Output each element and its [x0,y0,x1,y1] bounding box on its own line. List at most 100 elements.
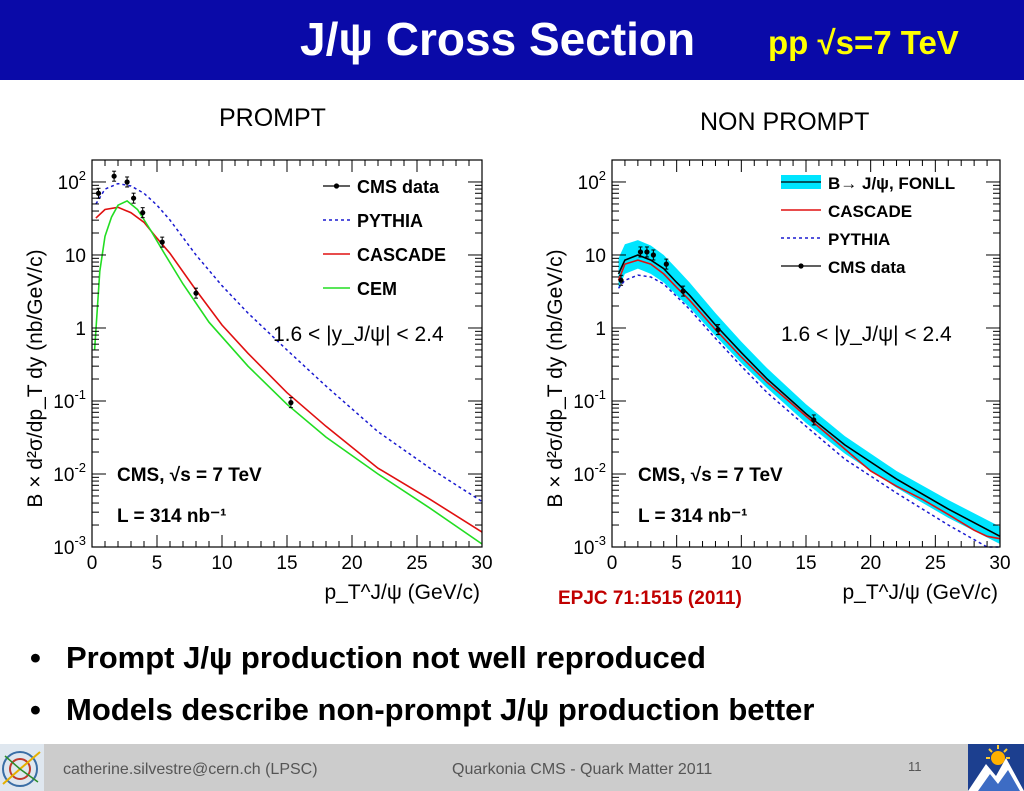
x-tick-label: 15 [276,553,297,574]
y-tick-exponent: -3 [74,533,86,548]
prompt-panel-title: PROMPT [219,104,326,132]
data-point [811,414,817,426]
y-tick-label: 102 [58,168,86,194]
legend-item: B→ J/ψ, FONLL [781,174,955,193]
legend-label: PYTHIA [357,211,423,231]
slide-title: J/ψ Cross Section [300,13,696,65]
energy-label: pp √s=7 TeV [768,24,959,61]
footer-conference: Quarkonia CMS - Quark Matter 2011 [452,761,713,778]
data-marker [288,400,294,406]
x-tick-label: 5 [152,553,163,574]
legend-label: CASCADE [828,202,912,221]
legend-item: CEM [323,279,397,299]
luminosity-label: L = 314 nb⁻¹ [638,506,747,527]
data-point [111,170,117,182]
data-point [637,246,644,258]
legend-item: CMS data [781,258,906,277]
legend: CMS data PYTHIA CASCADE CEM [323,177,446,299]
data-point [644,246,650,258]
nonprompt-panel-title: NON PROMPT [700,108,870,136]
y-tick-label: 1 [75,319,86,340]
legend-item: CASCADE [323,245,446,265]
fonll-central-curve [617,254,1001,538]
data-marker [124,179,130,185]
cascade-curve [617,259,1001,540]
data-point [193,287,199,299]
legend-label: CMS data [828,258,906,277]
y-axis-title: B × d²σ/dp_T dy (nb/GeV/c) [24,249,47,507]
bullet-dot-icon: • [30,692,41,727]
y-tick-label: 10-2 [53,460,86,486]
data-marker [131,195,137,201]
y-axis-title: B × d²σ/dp_T dy (nb/GeV/c) [544,249,567,507]
y-tick-label: 10 [585,246,606,267]
data-marker [111,173,117,179]
x-tick-label: 30 [989,553,1010,574]
data-point [288,397,294,409]
bullet-item: • Models describe non-prompt J/ψ producti… [30,692,814,744]
footer: catherine.silvestre@cern.ch (LPSC) Quark… [0,744,1024,791]
legend-item: PYTHIA [781,230,890,249]
x-tick-label: 20 [341,553,362,574]
fonll-band [618,240,1000,544]
x-tick-label: 15 [795,553,816,574]
x-tick-label: 25 [925,553,946,574]
x-tick-label: 30 [471,553,492,574]
luminosity-label: L = 314 nb⁻¹ [117,506,226,527]
experiment-label: CMS, √s = 7 TeV [638,465,783,486]
quark-matter-logo-icon [968,744,1024,791]
data-point [159,236,165,248]
legend-marker [333,183,340,189]
legend-label: B→ J/ψ, FONLL [828,174,955,193]
plot-frame [91,159,483,548]
y-tick-exponent: -2 [594,460,606,475]
data-point [650,249,656,261]
footer-email: catherine.silvestre@cern.ch (LPSC) [63,761,318,778]
data-marker [193,290,199,296]
data-marker [637,249,644,255]
data-point [680,285,686,297]
legend-label: CMS data [357,177,440,197]
data-point [715,324,721,336]
x-tick-label: 0 [607,553,618,574]
legend-item: CMS data [323,177,440,197]
data-point [124,176,130,188]
y-tick-label: 10-3 [53,533,86,559]
data-point [663,258,669,270]
data-marker [715,327,721,333]
data-point [140,207,146,219]
x-tick-label: 0 [87,553,98,574]
y-tick-label: 10-1 [53,387,86,413]
prompt-chart: 0 5 10 15 20 25 30 10-3 10-2 10-1 1 10 102 B × d²σ/dp… [24,159,493,604]
data-marker [618,277,624,283]
legend-label: CASCADE [357,245,446,265]
experiment-label: CMS, √s = 7 TeV [117,465,262,486]
data-point [618,274,624,286]
legend-item: PYTHIA [323,211,423,231]
data-marker [811,417,817,423]
data-marker [644,249,650,255]
cem-curve [93,199,483,545]
data-point [131,192,137,204]
plot-frame [611,159,1001,548]
data-marker [140,210,146,216]
legend-marker [798,263,804,269]
x-tick-label: 10 [211,553,232,574]
x-tick-label: 10 [731,553,752,574]
x-axis-title: p_T^J/ψ (GeV/c) [842,581,998,604]
y-tick-exponent: 2 [599,168,606,183]
legend-item: CASCADE [781,202,912,221]
data-marker [159,239,165,245]
x-axis-title: p_T^J/ψ (GeV/c) [324,581,480,604]
rapidity-label: 1.6 < |y_J/ψ| < 2.4 [781,323,952,346]
cms-logo-icon [0,744,44,791]
y-tick-exponent: -3 [594,533,606,548]
y-tick-label: 1 [595,319,606,340]
bullet-text: Models describe non-prompt J/ψ productio… [66,692,815,727]
x-axis: 0 5 10 15 20 25 30 [87,160,493,574]
y-tick-label: 10-3 [573,533,606,559]
y-tick-exponent: -1 [594,387,606,402]
bullet-text: Prompt J/ψ production not well reproduce… [66,640,706,675]
reference-label: EPJC 71:1515 (2011) [558,588,742,609]
pythia-curve [95,182,483,503]
